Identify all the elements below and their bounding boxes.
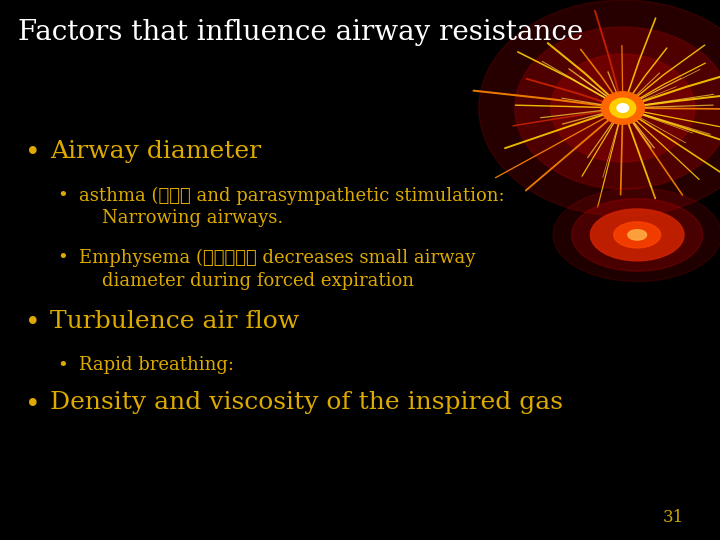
Circle shape [479, 0, 720, 216]
Text: asthma (哮喘） and parasympathetic stimulation:
    Narrowing airways.: asthma (哮喘） and parasympathetic stimulat… [79, 186, 505, 227]
Text: Airway diameter: Airway diameter [50, 140, 261, 164]
Text: Rapid breathing:: Rapid breathing: [79, 356, 234, 374]
Text: Turbulence air flow: Turbulence air flow [50, 310, 300, 334]
Text: 31: 31 [662, 510, 684, 526]
Circle shape [515, 27, 720, 189]
Text: •: • [58, 186, 68, 204]
Circle shape [551, 54, 695, 162]
Ellipse shape [553, 188, 720, 281]
Text: Emphysema (肺气肿）： decreases small airway
    diameter during forced expiration: Emphysema (肺气肿）： decreases small airway … [79, 248, 476, 289]
Text: •: • [25, 392, 41, 417]
Ellipse shape [614, 222, 661, 248]
Circle shape [601, 92, 644, 124]
Text: •: • [25, 310, 41, 336]
Circle shape [617, 104, 629, 112]
Text: •: • [58, 248, 68, 266]
Text: Factors that influence airway resistance: Factors that influence airway resistance [18, 19, 583, 46]
Ellipse shape [572, 199, 703, 271]
Ellipse shape [590, 209, 684, 261]
Text: •: • [58, 356, 68, 374]
Ellipse shape [628, 230, 647, 240]
Text: Density and viscosity of the inspired gas: Density and viscosity of the inspired ga… [50, 392, 563, 415]
Circle shape [610, 98, 636, 118]
Text: •: • [25, 140, 41, 166]
